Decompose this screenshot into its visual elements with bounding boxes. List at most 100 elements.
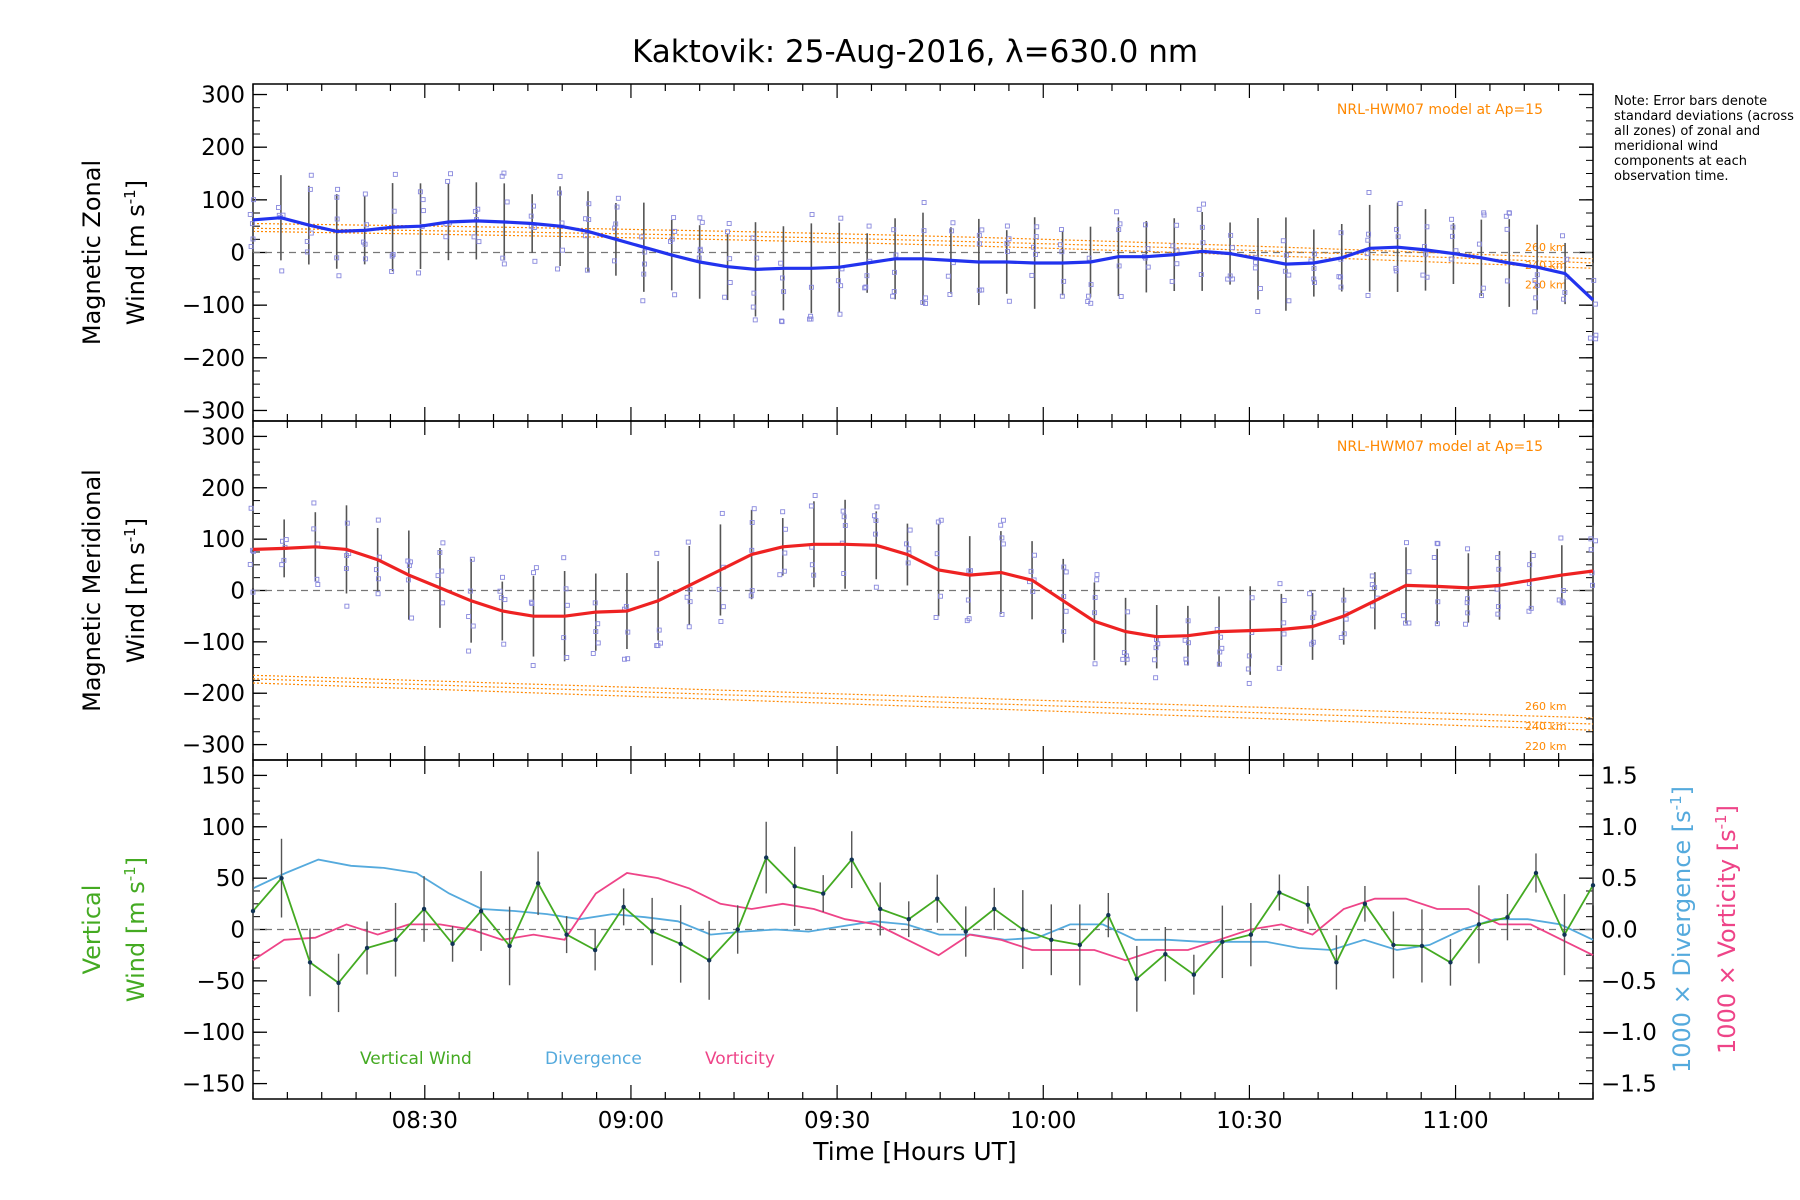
zone-point bbox=[1225, 276, 1231, 282]
zone-point bbox=[1000, 541, 1006, 547]
zone-point bbox=[334, 194, 340, 200]
zone-point bbox=[1338, 635, 1344, 640]
y-axis-unit-label: Wind [m s-1] bbox=[121, 518, 150, 663]
model-curve-220km bbox=[252, 682, 1594, 731]
zone-point bbox=[528, 599, 534, 605]
zone-point bbox=[1276, 665, 1282, 671]
zone-point bbox=[751, 290, 757, 296]
zone-point bbox=[391, 208, 397, 214]
zone-point bbox=[533, 565, 539, 571]
zone-point bbox=[999, 535, 1005, 541]
zone-point bbox=[416, 270, 422, 276]
zone-point bbox=[726, 221, 732, 226]
meridional-wind-line bbox=[252, 542, 1594, 639]
zone-point bbox=[375, 591, 381, 597]
zone-point bbox=[586, 217, 592, 222]
zone-point bbox=[716, 586, 722, 592]
zone-point bbox=[1253, 259, 1258, 265]
zone-point bbox=[405, 577, 411, 583]
zone-point bbox=[654, 550, 660, 556]
zone-point bbox=[866, 223, 872, 229]
zone-point bbox=[778, 260, 784, 266]
altitude-label: 240 km bbox=[1525, 259, 1567, 272]
zone-point bbox=[390, 252, 396, 257]
zone-point bbox=[1449, 233, 1455, 239]
zone-point bbox=[684, 594, 690, 600]
divergence-axis-label: 1000 × Divergence [s-1] bbox=[1667, 786, 1696, 1073]
vertical-wind-point bbox=[364, 945, 370, 951]
zone-point bbox=[443, 234, 449, 240]
zone-point bbox=[1394, 226, 1400, 232]
zone-point bbox=[1031, 244, 1036, 250]
zone-point bbox=[1311, 265, 1317, 271]
zone-point bbox=[696, 255, 702, 261]
zone-point bbox=[1059, 227, 1064, 232]
zone-point bbox=[1032, 552, 1037, 558]
zone-point bbox=[392, 171, 398, 177]
vertical-wind-point bbox=[621, 904, 626, 910]
zone-point bbox=[389, 269, 395, 274]
y-tick-label: 100 bbox=[201, 527, 245, 553]
model-curve-240km bbox=[252, 678, 1594, 725]
zone-point bbox=[1564, 256, 1570, 262]
zone-point bbox=[1086, 255, 1092, 261]
vertical-wind-point bbox=[849, 857, 854, 862]
zone-point bbox=[1184, 660, 1190, 666]
vertical-wind-point bbox=[1505, 914, 1510, 920]
zone-point bbox=[697, 248, 703, 253]
zone-point bbox=[1311, 276, 1317, 282]
zone-point bbox=[640, 298, 646, 304]
zone-point bbox=[686, 624, 692, 630]
zone-point bbox=[497, 588, 503, 594]
zone-point bbox=[777, 572, 783, 578]
zone-point bbox=[1281, 631, 1287, 637]
zone-point bbox=[564, 602, 570, 608]
zone-point bbox=[1307, 591, 1313, 597]
zone-point bbox=[307, 186, 313, 192]
vertical-wind-point bbox=[336, 980, 341, 986]
y-axis-label: Magnetic Zonal bbox=[78, 160, 106, 345]
vertical-wind-point bbox=[1163, 951, 1168, 957]
y-tick-label: 300 bbox=[201, 83, 245, 109]
zone-point bbox=[656, 627, 662, 633]
zone-point bbox=[344, 603, 350, 609]
zone-point bbox=[727, 280, 733, 285]
zone-point bbox=[1393, 265, 1399, 271]
vertical-wind-point bbox=[906, 917, 911, 922]
zone-point bbox=[308, 172, 314, 178]
legend-entry: Vorticity bbox=[705, 1049, 775, 1069]
zone-point bbox=[807, 316, 812, 322]
altitude-label: 260 km bbox=[1525, 700, 1567, 713]
zone-point bbox=[920, 300, 926, 305]
zone-point bbox=[687, 599, 693, 605]
zone-point bbox=[248, 244, 254, 249]
zone-point bbox=[405, 558, 411, 564]
zone-point bbox=[890, 293, 896, 299]
zone-point bbox=[590, 651, 596, 656]
zone-point bbox=[593, 629, 599, 635]
zone-point bbox=[1092, 661, 1098, 667]
zone-point bbox=[1005, 249, 1010, 254]
zone-point bbox=[1534, 282, 1540, 288]
zone-point bbox=[439, 568, 445, 574]
vertical-wind-point bbox=[1590, 883, 1596, 888]
zone-point bbox=[725, 229, 730, 235]
altitude-label: 220 km bbox=[1525, 740, 1567, 753]
zone-point bbox=[808, 313, 814, 319]
zone-point bbox=[1059, 249, 1065, 255]
zone-point bbox=[949, 228, 955, 234]
vertical-wind-point bbox=[1305, 902, 1311, 908]
legend-entry: Divergence bbox=[545, 1049, 642, 1069]
zone-point bbox=[1365, 237, 1371, 243]
zone-point bbox=[933, 615, 939, 620]
zone-point bbox=[1092, 610, 1098, 616]
vertical-wind-point bbox=[1476, 922, 1482, 927]
y2-tick-label: −1.0 bbox=[1601, 1020, 1657, 1046]
zone-point bbox=[440, 600, 446, 606]
zone-point bbox=[838, 283, 844, 289]
zone-point bbox=[1006, 298, 1012, 304]
zone-point bbox=[592, 600, 598, 606]
zone-point bbox=[1057, 242, 1063, 248]
zone-point bbox=[1120, 656, 1126, 662]
zone-point bbox=[531, 203, 536, 209]
